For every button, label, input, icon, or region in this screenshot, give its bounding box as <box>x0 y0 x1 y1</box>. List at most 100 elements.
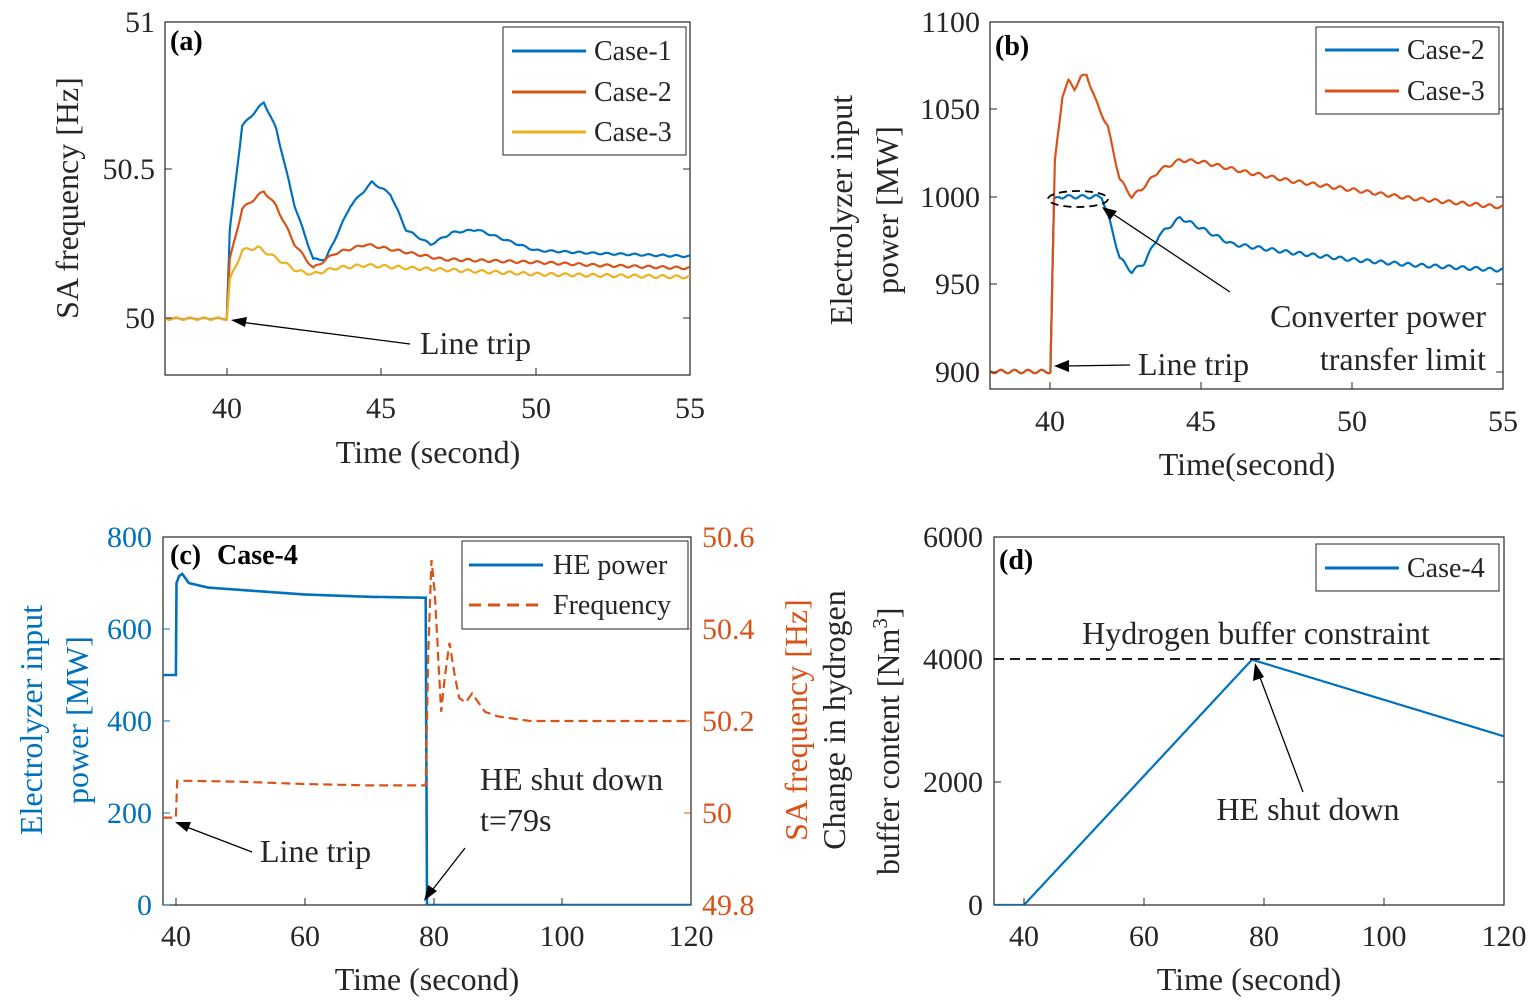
panel-a-legend: Case-1 Case-2 Case-3 <box>502 26 687 156</box>
panel-b-legend: Case-2 Case-3 <box>1315 26 1500 115</box>
panel-c-xtick-100: 100 <box>540 920 585 953</box>
panel-d-label: (d) <box>999 545 1033 576</box>
panel-a-series-group <box>165 100 690 321</box>
panel-a-ytick-50: 50 <box>125 302 155 335</box>
panel-d-xtick-40: 40 <box>1009 920 1039 953</box>
panel-c-ytick-left-0: 0 <box>137 889 152 922</box>
panel-c-legend-frequency: Frequency <box>553 590 671 621</box>
panel-d-constraint-label: Hydrogen buffer constraint <box>1082 615 1430 651</box>
panel-c-ytick-right-49-8: 49.8 <box>702 889 755 922</box>
panel-c-annotation-shutdown-line1: HE shut down <box>480 761 663 797</box>
panel-b-ylabel-line1: Electrolyzer input <box>823 95 859 325</box>
panel-c-label: (c) <box>170 540 201 571</box>
panel-a-xtick-40: 40 <box>212 392 242 425</box>
panel-c-xtick-60: 60 <box>290 920 320 953</box>
panel-b-legend-case3: Case-3 <box>1407 76 1485 107</box>
panel-b: 900 950 1000 1050 1100 40 45 50 55 Time(… <box>823 6 1518 482</box>
panel-b-ytick-1050: 1050 <box>920 93 980 126</box>
panel-c-ylabel-right: SA frequency [Hz] <box>778 599 814 841</box>
panel-b-annotation-line-trip: Line trip <box>1138 346 1249 382</box>
panel-b-xtick-45: 45 <box>1186 405 1216 438</box>
panel-d-ylabel-line2: buffer content [Nm <box>870 628 906 875</box>
panel-d-xlabel: Time (second) <box>1157 961 1342 997</box>
panel-a-xtick-45: 45 <box>366 392 396 425</box>
panel-d-ylabel-sup: 3 <box>868 618 892 629</box>
panel-c-annotation-shutdown-line2: t=79s <box>480 802 551 838</box>
panel-b-xtick-50: 50 <box>1337 405 1367 438</box>
panel-c: 0 200 400 600 800 49.8 50 50.2 50.4 50.6… <box>13 521 814 997</box>
panel-b-ylabel-line2: power [MW] <box>869 126 905 294</box>
panel-c-ytick-left-400: 400 <box>107 705 152 738</box>
panel-a-annotation-line-trip: Line trip <box>420 325 531 361</box>
panel-d-ytick-0: 0 <box>968 889 983 922</box>
panel-c-xlabel: Time (second) <box>335 961 520 997</box>
panel-d-ytick-6000: 6000 <box>923 521 983 554</box>
panel-d-ylabel-line2-group: buffer content [Nm3] <box>868 607 906 875</box>
panel-b-label: (b) <box>995 31 1029 62</box>
panel-c-annotation-line-trip: Line trip <box>260 833 371 869</box>
panel-c-series-frequency <box>163 559 691 819</box>
panel-d-series-group <box>994 658 1504 905</box>
panel-d-xtick-120: 120 <box>1482 920 1527 953</box>
panel-a-legend-case1: Case-1 <box>594 36 672 67</box>
panel-d-ylabel-close: ] <box>870 607 906 618</box>
panel-b-ytick-1000: 1000 <box>920 181 980 214</box>
panel-d-legend: Case-4 <box>1315 543 1500 592</box>
panel-c-title: Case-4 <box>217 540 298 571</box>
panel-b-legend-case2: Case-2 <box>1407 35 1485 66</box>
panel-d-plot-area <box>993 536 1505 906</box>
panel-d: 0 2000 4000 6000 40 60 80 100 120 Time (… <box>816 521 1527 997</box>
panel-c-legend-he-power: HE power <box>553 550 668 581</box>
panel-d-xtick-80: 80 <box>1249 920 1279 953</box>
panel-a-label: (a) <box>170 26 203 57</box>
panel-a-ytick-51: 51 <box>125 6 155 39</box>
panel-d-ytick-2000: 2000 <box>923 766 983 799</box>
panel-b-xtick-55: 55 <box>1488 405 1518 438</box>
panel-c-xtick-40: 40 <box>161 920 191 953</box>
panel-c-ytick-right-50-2: 50.2 <box>702 705 755 738</box>
panel-c-series-he-power <box>163 572 691 905</box>
panel-a-ylabel: SA frequency [Hz] <box>49 77 85 319</box>
panel-c-ytick-left-200: 200 <box>107 797 152 830</box>
panel-c-xtick-80: 80 <box>419 920 449 953</box>
panel-a-xlabel: Time (second) <box>336 434 521 470</box>
panel-a-legend-case2: Case-2 <box>594 77 672 108</box>
panel-d-series-case-4 <box>994 658 1504 905</box>
panel-b-xlabel: Time(second) <box>1159 446 1336 482</box>
panel-c-ytick-right-50-6: 50.6 <box>702 521 755 554</box>
panel-b-ytick-900: 900 <box>935 356 980 389</box>
panel-a-ytick-50-5: 50.5 <box>103 153 156 186</box>
panel-a-xtick-50: 50 <box>521 392 551 425</box>
panel-b-ytick-1100: 1100 <box>921 6 980 39</box>
panel-c-ylabel-left-line1: Electrolyzer input <box>13 605 49 835</box>
panel-a-series-case-2 <box>165 190 690 321</box>
panel-c-ytick-right-50: 50 <box>702 797 732 830</box>
panel-a: 50 50.5 51 40 45 50 55 Time (second) SA … <box>49 6 705 470</box>
panel-c-xtick-120: 120 <box>669 920 714 953</box>
panel-b-annotation-limit-line2: transfer limit <box>1320 341 1486 377</box>
panel-a-legend-case3: Case-3 <box>594 117 672 148</box>
panel-c-ytick-left-800: 800 <box>107 521 152 554</box>
panel-b-xtick-40: 40 <box>1035 405 1065 438</box>
panel-d-annotation-shutdown: HE shut down <box>1216 791 1399 827</box>
panel-b-series-group <box>990 73 1503 375</box>
panel-d-xtick-60: 60 <box>1129 920 1159 953</box>
panel-c-ylabel-left-line2: power [MW] <box>59 636 95 804</box>
panel-d-legend-case4: Case-4 <box>1407 553 1485 584</box>
panel-c-ytick-right-50-4: 50.4 <box>702 613 755 646</box>
panel-b-limit-ellipse <box>1047 190 1109 208</box>
panel-d-ytick-4000: 4000 <box>923 643 983 676</box>
panel-d-ylabel-line1: Change in hydrogen <box>816 590 852 850</box>
panel-b-annotation-limit-line1: Converter power <box>1270 298 1486 334</box>
panel-c-legend: HE power Frequency <box>461 540 689 630</box>
panel-c-series-group <box>163 559 691 905</box>
panel-b-series-case-3 <box>990 73 1503 375</box>
panel-d-xtick-100: 100 <box>1362 920 1407 953</box>
panel-a-series-case-3 <box>165 245 690 321</box>
panel-b-ytick-950: 950 <box>935 268 980 301</box>
panel-a-xtick-55: 55 <box>675 392 705 425</box>
panel-c-ytick-left-600: 600 <box>107 613 152 646</box>
panel-a-series-case-1 <box>165 100 690 321</box>
panel-b-series-case-2 <box>990 193 1503 375</box>
